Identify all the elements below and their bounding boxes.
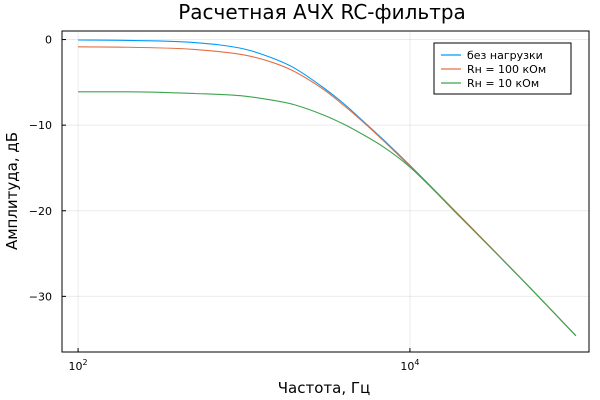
x-tick-label: 104 xyxy=(400,358,419,373)
series-line-3 xyxy=(78,91,577,337)
x-tick-exponent: 4 xyxy=(414,358,419,367)
y-tick-label: −20 xyxy=(29,205,52,218)
legend-entry-2: Rн = 100 кОм xyxy=(467,63,546,76)
chart-title: Расчетная АЧХ RC-фильтра xyxy=(178,0,466,24)
plot-frame xyxy=(61,30,590,353)
y-axis-ticks: 0 −10 −20 −30 xyxy=(29,34,66,303)
x-tick-base: 10 xyxy=(400,360,414,373)
x-tick-exponent: 2 xyxy=(83,358,88,367)
grid xyxy=(62,31,589,352)
series-line-2 xyxy=(78,46,577,337)
x-axis-ticks: 102 104 xyxy=(69,348,419,373)
legend-entry-3: Rн = 10 кОм xyxy=(467,77,539,90)
y-axis-label: Амплитуда, дБ xyxy=(3,132,21,250)
x-tick-label: 102 xyxy=(69,358,88,373)
x-axis-label: Частота, Гц xyxy=(278,379,370,397)
y-tick-label: −10 xyxy=(29,119,52,132)
y-tick-label: 0 xyxy=(45,34,52,47)
y-tick-label: −30 xyxy=(29,290,52,303)
legend-entry-1: без нагрузки xyxy=(467,49,543,62)
x-tick-base: 10 xyxy=(69,360,83,373)
series-layer xyxy=(78,39,577,337)
